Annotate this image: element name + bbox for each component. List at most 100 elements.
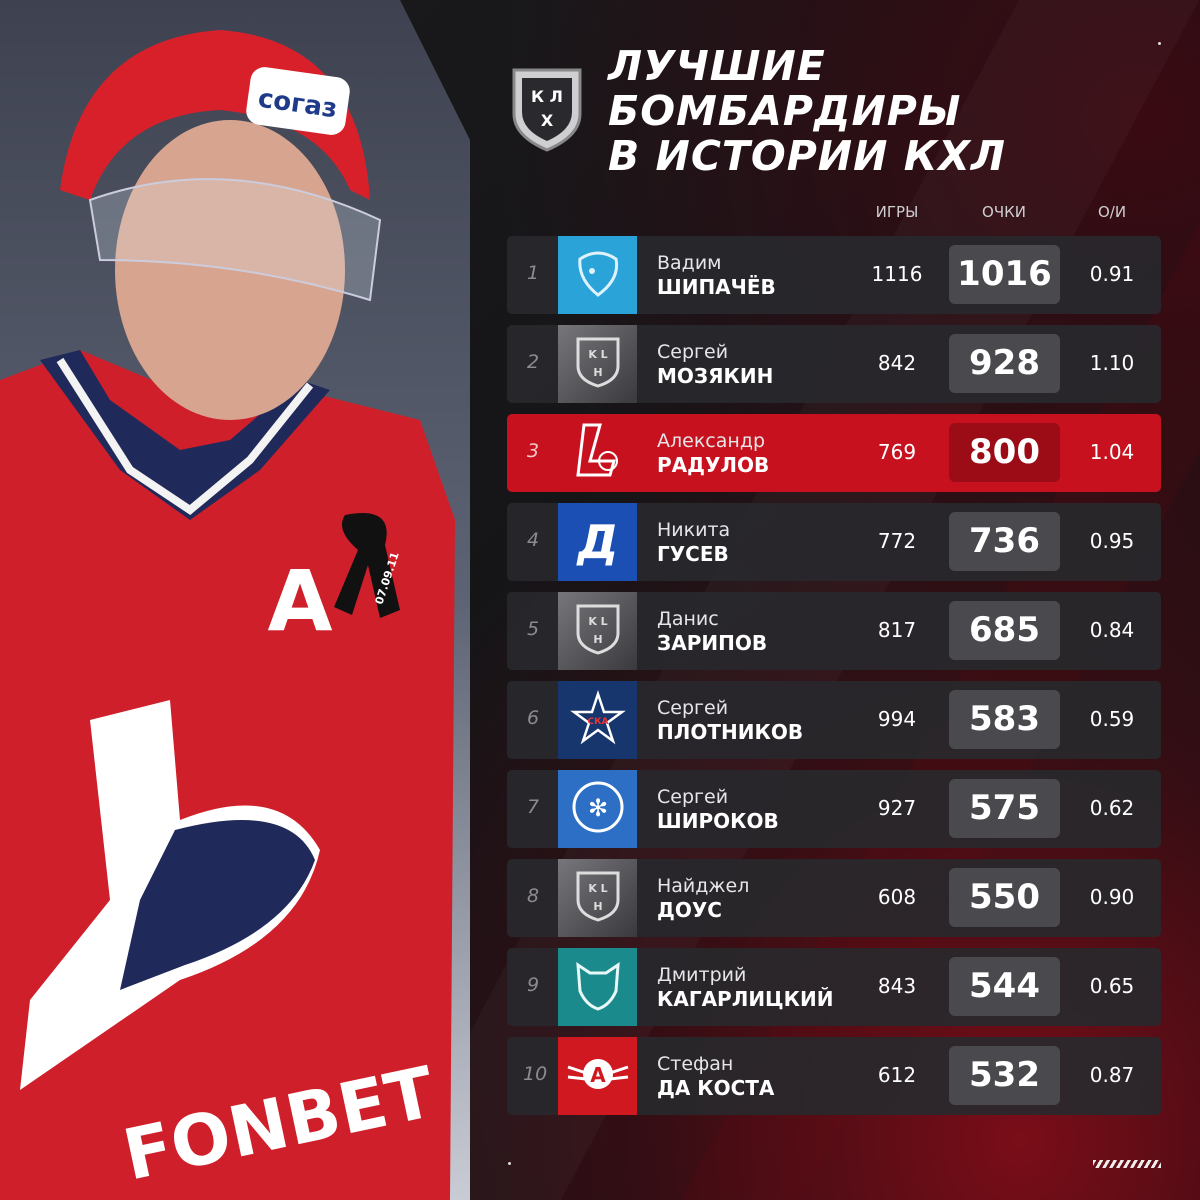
- ratio-value: 0.90: [1089, 885, 1135, 909]
- table-row: 6 СКА Сергей ПЛОТНИКОВ 994 583 0.59: [507, 681, 1161, 759]
- rank: 8: [526, 885, 540, 907]
- col-ratio: О/И: [1097, 203, 1127, 221]
- player-first-name: Стефан: [657, 1053, 734, 1075]
- title-line: в истории КХЛ: [608, 132, 1006, 180]
- games-value: 608: [877, 885, 917, 909]
- dynamo-icon: Д: [573, 512, 623, 572]
- games-value: 927: [877, 796, 917, 820]
- svg-text:К Л: К Л: [531, 87, 563, 106]
- page-title: Лучшие бомбардиры в истории КХЛ: [608, 44, 1006, 179]
- table-row: 2 K L H Сергей МОЗЯКИН 842 928 1.10: [507, 325, 1161, 403]
- player-last-name: КАГАРЛИЦКИЙ: [657, 987, 834, 1011]
- rank: 4: [526, 529, 540, 551]
- team-logo: ✻: [558, 770, 637, 848]
- khl-icon: K L H: [575, 870, 621, 926]
- table-row: 8 K L H Найджел ДОУС 608 550 0.90: [507, 859, 1161, 937]
- table-row: 5 K L H Данис ЗАРИПОВ 817 685 0.84: [507, 592, 1161, 670]
- player-last-name: ЗАРИПОВ: [657, 631, 768, 655]
- svg-text:K L: K L: [588, 882, 607, 895]
- svg-text:Д: Д: [575, 515, 618, 568]
- avtomobilist-icon: А: [566, 1049, 630, 1103]
- ratio-value: 0.65: [1089, 974, 1135, 998]
- player-last-name: ШИПАЧЁВ: [657, 275, 776, 299]
- table-row: 1 Вадим ШИПАЧЁВ 1116 1016 0.91: [507, 236, 1161, 314]
- team-logo: [558, 414, 637, 492]
- rank: 5: [526, 618, 540, 640]
- points-value: 532: [949, 1046, 1060, 1105]
- player-last-name: ДА КОСТА: [657, 1076, 775, 1100]
- team-logo: K L H: [558, 592, 637, 670]
- svg-text:H: H: [593, 900, 602, 913]
- player-photo: согаз A 07.09.11 FONBET: [0, 0, 470, 1200]
- player-last-name: ШИРОКОВ: [657, 809, 779, 833]
- team-logo: K L H: [558, 859, 637, 937]
- games-value: 843: [877, 974, 917, 998]
- bison-icon: [570, 245, 626, 305]
- svg-text:H: H: [593, 366, 602, 379]
- player-first-name: Александр: [657, 430, 766, 452]
- dot: [1158, 42, 1161, 45]
- points-value: 583: [949, 690, 1060, 749]
- rank: 10: [523, 1063, 548, 1085]
- svg-text:СКА: СКА: [587, 717, 608, 727]
- ratio-value: 0.87: [1089, 1063, 1135, 1087]
- player-first-name: Данис: [657, 608, 719, 630]
- ratio-value: 0.91: [1089, 262, 1135, 286]
- points-value: 685: [949, 601, 1060, 660]
- ratio-value: 0.62: [1089, 796, 1135, 820]
- table-row: 3 Александр РАДУЛОВ 769 800 1.04: [507, 414, 1161, 492]
- points-value: 550: [949, 868, 1060, 927]
- team-logo: Д: [558, 503, 637, 581]
- table-row: 9 Дмитрий КАГАРЛИЦКИЙ 843 544 0.65: [507, 948, 1161, 1026]
- player-last-name: ГУСЕВ: [657, 542, 729, 566]
- col-games: ИГРЫ: [875, 203, 919, 221]
- svg-text:K L: K L: [588, 348, 607, 361]
- sibir-snowflake-icon: ✻: [570, 779, 626, 839]
- barys-leopard-icon: [570, 957, 626, 1017]
- player-last-name: МОЗЯКИН: [657, 364, 774, 388]
- svg-text:H: H: [593, 633, 602, 646]
- rank: 1: [526, 262, 540, 284]
- title-line: Лучшие: [608, 42, 826, 90]
- rank: 7: [526, 796, 540, 818]
- svg-text:K L: K L: [588, 615, 607, 628]
- games-value: 842: [877, 351, 917, 375]
- ratio-value: 0.95: [1089, 529, 1135, 553]
- player-first-name: Вадим: [657, 252, 722, 274]
- decorative-stripes: [1093, 1160, 1161, 1168]
- player-last-name: ПЛОТНИКОВ: [657, 720, 804, 744]
- points-value: 544: [949, 957, 1060, 1016]
- rank: 3: [526, 440, 540, 462]
- games-value: 817: [877, 618, 917, 642]
- ratio-value: 0.84: [1089, 618, 1135, 642]
- player-first-name: Найджел: [657, 875, 750, 897]
- dot: [508, 1162, 511, 1165]
- rank: 9: [526, 974, 540, 996]
- points-value: 736: [949, 512, 1060, 571]
- player-last-name: ДОУС: [657, 898, 722, 922]
- table-row: 4 Д Никита ГУСЕВ 772 736 0.95: [507, 503, 1161, 581]
- games-value: 772: [877, 529, 917, 553]
- team-logo: K L H: [558, 325, 637, 403]
- team-logo: СКА: [558, 681, 637, 759]
- player-first-name: Никита: [657, 519, 731, 541]
- player-last-name: РАДУЛОВ: [657, 453, 770, 477]
- svg-text:А: А: [590, 1063, 606, 1087]
- khl-icon: K L H: [575, 603, 621, 659]
- captain-letter: A: [267, 552, 332, 650]
- lokomotiv-icon: [570, 421, 626, 485]
- player-first-name: Сергей: [657, 341, 729, 363]
- points-value: 800: [949, 423, 1060, 482]
- ratio-value: 1.10: [1089, 351, 1135, 375]
- svg-text:Х: Х: [541, 111, 554, 130]
- table-row: 10 А Стефан ДА КОСТА 612 532 0.87: [507, 1037, 1161, 1115]
- games-value: 769: [877, 440, 917, 464]
- points-value: 928: [949, 334, 1060, 393]
- team-logo: А: [558, 1037, 637, 1115]
- rank: 6: [526, 707, 540, 729]
- games-value: 612: [877, 1063, 917, 1087]
- player-first-name: Сергей: [657, 697, 729, 719]
- player-first-name: Сергей: [657, 786, 729, 808]
- games-value: 994: [877, 707, 917, 731]
- title-line: бомбардиры: [608, 87, 962, 135]
